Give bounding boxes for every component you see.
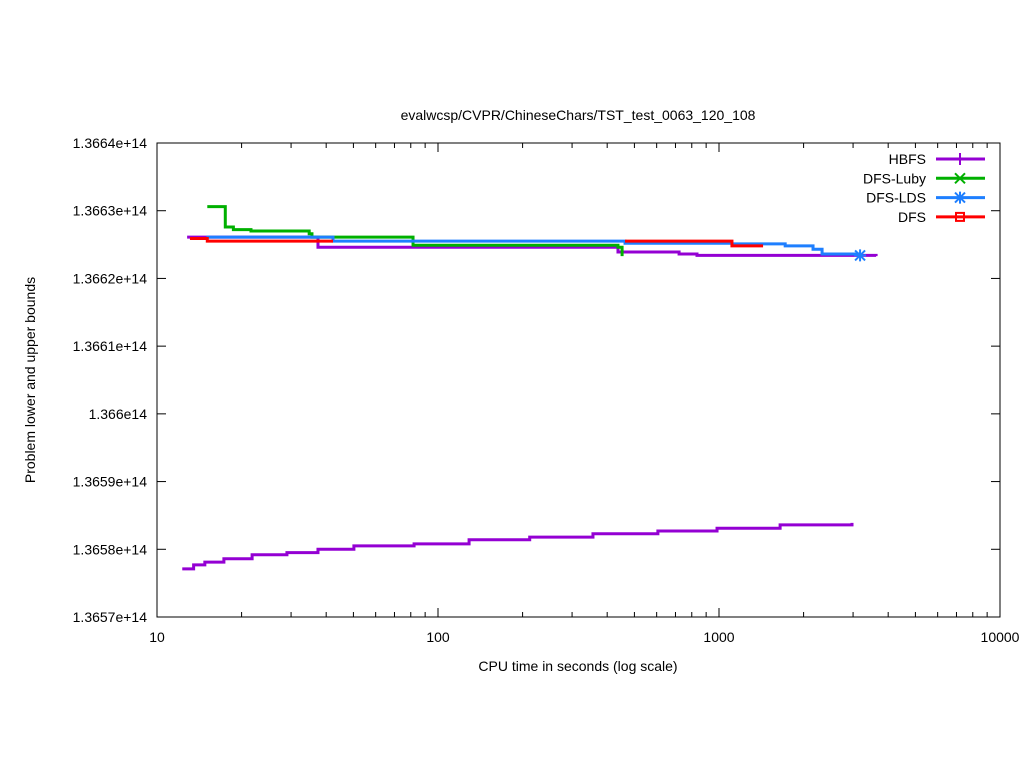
legend-label-hbfs: HBFS [889,151,926,167]
legend-label-dfs: DFS [898,209,926,225]
series-line-dfs [625,239,764,248]
legend-marker-hbfs [954,153,966,165]
plot-frame [156,142,1001,618]
y-tick-label: 1.3664e+14 [73,135,148,151]
series-line-hbfs [187,235,878,257]
x-axis-label: CPU time in seconds (log scale) [478,658,677,674]
x-tick-label: 10 [149,629,165,645]
series-line-dfs [189,236,334,243]
data-marker-dfs-lds [854,249,867,262]
y-tick-label: 1.3663e+14 [73,203,148,219]
x-tick-label: 10000 [981,629,1020,645]
legend-label-dfs-luby: DFS-Luby [863,170,926,186]
y-tick-label: 1.366e14 [89,406,148,422]
series-line-dfs-lds [206,235,861,256]
series-line-hbfs [182,522,854,571]
y-axis-label: Problem lower and upper bounds [22,277,38,483]
legend-label-dfs-lds: DFS-LDS [866,190,926,206]
series-line-dfs-luby [207,205,624,257]
chart-title: evalwcsp/CVPR/ChineseChars/TST_test_0063… [401,107,756,123]
y-tick-label: 1.3661e+14 [73,338,148,354]
legend-marker-dfs-luby [954,172,966,185]
y-tick-label: 1.3657e+14 [73,609,148,625]
y-tick-label: 1.3662e+14 [73,270,148,286]
legend-marker-dfs-lds [954,191,966,204]
y-tick-label: 1.3658e+14 [73,541,148,557]
x-tick-label: 100 [426,629,450,645]
x-tick-label: 1000 [703,629,734,645]
legend-marker-dfs [955,211,965,222]
y-tick-label: 1.3659e+14 [73,474,148,490]
